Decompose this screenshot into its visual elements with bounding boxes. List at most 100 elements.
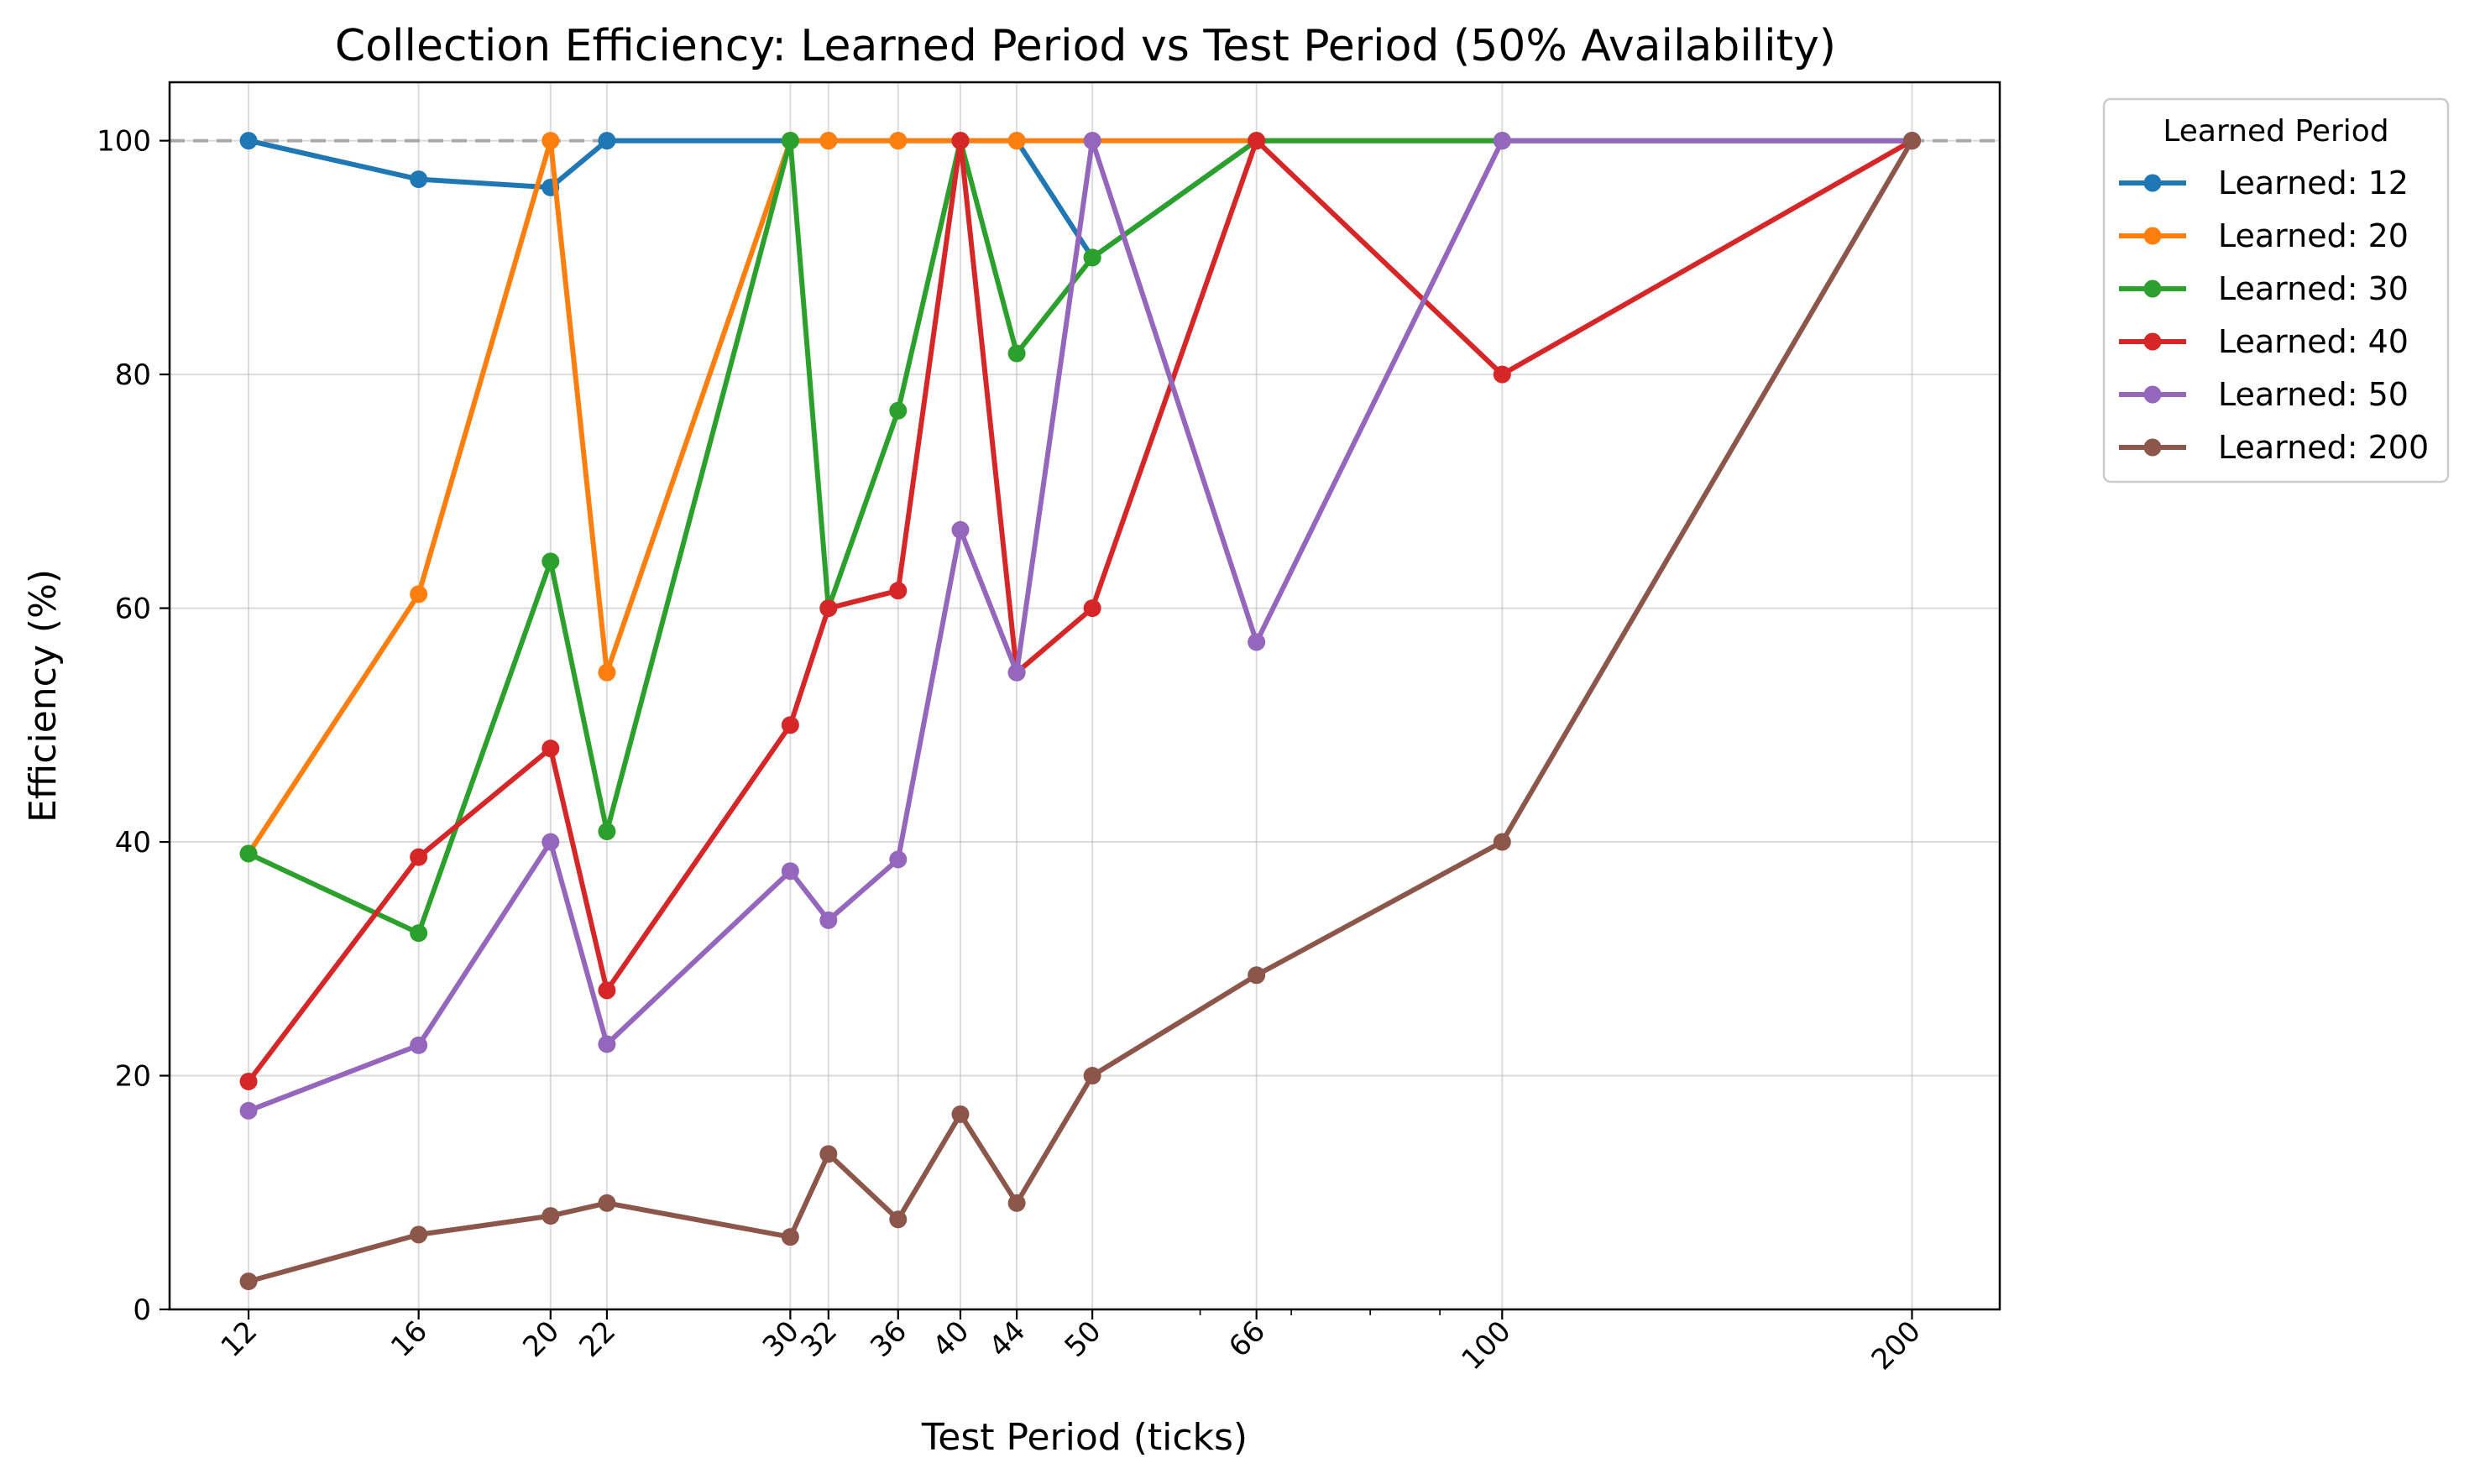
legend-label: Learned: 40 <box>2218 323 2409 360</box>
data-point <box>541 1207 560 1225</box>
data-point <box>1902 132 1921 150</box>
data-point <box>951 520 970 539</box>
x-tick-label: 20 <box>516 1314 566 1364</box>
x-tick-label: 22 <box>573 1314 622 1364</box>
legend-label: Learned: 20 <box>2218 217 2409 254</box>
data-point <box>889 401 908 420</box>
data-point <box>1248 132 1266 150</box>
series-group <box>239 132 1921 943</box>
data-point <box>781 716 799 734</box>
data-point <box>598 1035 616 1053</box>
data-point <box>781 862 799 880</box>
data-point <box>239 1072 258 1090</box>
legend-swatch-marker <box>2143 227 2162 245</box>
legend-swatch-marker <box>2143 332 2162 351</box>
data-point <box>781 132 799 150</box>
data-point <box>819 911 838 929</box>
legend-swatch-marker <box>2143 438 2162 457</box>
legend-label: Learned: 50 <box>2218 376 2409 413</box>
legend-entry: Learned: 12 <box>2119 165 2409 201</box>
data-point <box>239 1101 258 1120</box>
data-point <box>1007 663 1026 682</box>
data-point <box>598 1194 616 1212</box>
y-axis-label: Efficiency (%) <box>22 569 65 823</box>
legend-entry: Learned: 20 <box>2119 217 2409 254</box>
data-point <box>1493 132 1511 150</box>
y-tick-label: 60 <box>115 593 151 626</box>
data-point <box>598 981 616 1000</box>
data-point <box>819 132 838 150</box>
series-line <box>246 138 1915 856</box>
x-tick-label: 50 <box>1059 1314 1108 1364</box>
data-point <box>239 132 258 150</box>
data-point <box>781 1228 799 1246</box>
data-point <box>410 1225 428 1244</box>
legend-entry: Learned: 200 <box>2119 429 2429 466</box>
data-point <box>541 132 560 150</box>
data-point <box>1248 633 1266 651</box>
data-point <box>1493 365 1511 384</box>
data-point <box>1083 248 1101 267</box>
data-point <box>1248 966 1266 985</box>
data-point <box>951 1105 970 1123</box>
data-point <box>598 132 616 150</box>
x-tick-label: 40 <box>926 1314 976 1364</box>
y-tick-label: 20 <box>115 1060 151 1094</box>
data-point <box>1083 1067 1101 1085</box>
series-group <box>239 132 1921 1120</box>
data-point <box>598 663 616 682</box>
data-point <box>951 132 970 150</box>
data-point <box>410 1036 428 1054</box>
series-line <box>246 138 1915 936</box>
data-point <box>819 1145 838 1163</box>
y-tick-label: 80 <box>115 358 151 392</box>
series-layer <box>239 132 1921 1291</box>
legend-swatch-marker <box>2143 280 2162 298</box>
data-point <box>1493 833 1511 851</box>
series-group <box>239 132 1921 267</box>
data-point <box>1083 599 1101 618</box>
y-tick-label: 0 <box>133 1293 151 1327</box>
x-tick-label: 100 <box>1455 1314 1517 1377</box>
data-point <box>889 850 908 869</box>
data-point <box>819 599 838 618</box>
x-tick-label: 32 <box>794 1314 844 1364</box>
legend-label: Learned: 30 <box>2218 270 2409 307</box>
data-point <box>1083 132 1101 150</box>
legend-label: Learned: 200 <box>2218 429 2429 466</box>
series-line <box>246 138 1915 1114</box>
y-tick-label: 100 <box>97 125 151 159</box>
legend-entry: Learned: 30 <box>2119 270 2409 307</box>
data-point <box>541 739 560 758</box>
legend-entry: Learned: 40 <box>2119 323 2409 360</box>
legend-title: Learned Period <box>2163 114 2388 149</box>
x-tick-label: 44 <box>983 1314 1033 1364</box>
data-point <box>239 844 258 863</box>
data-point <box>410 848 428 866</box>
y-tick-label: 40 <box>115 826 151 860</box>
x-tick-label: 36 <box>864 1314 913 1364</box>
series-line <box>246 138 1915 1084</box>
x-tick-label: 66 <box>1222 1314 1272 1364</box>
legend-entry: Learned: 50 <box>2119 376 2409 413</box>
x-tick-label: 16 <box>385 1314 434 1364</box>
series-group <box>239 132 1921 1291</box>
legend-swatch-marker <box>2143 174 2162 192</box>
data-point <box>889 582 908 600</box>
data-point <box>1007 132 1026 150</box>
chart-title: Collection Efficiency: Learned Period vs… <box>335 21 1836 71</box>
data-point <box>410 170 428 189</box>
legend-items: Learned: 12 Learned: 20 Learned: 30 Learned… <box>2119 165 2429 466</box>
x-axis-label: Test Period (ticks) <box>921 1416 1248 1459</box>
data-point <box>541 833 560 851</box>
y-axis: 0 20 40 60 80 100 <box>97 125 170 1327</box>
data-point <box>239 1272 258 1291</box>
legend-label: Learned: 12 <box>2218 165 2409 201</box>
data-point <box>541 552 560 571</box>
data-point <box>410 585 428 604</box>
legend-frame <box>2102 97 2450 483</box>
data-point <box>1007 344 1026 363</box>
